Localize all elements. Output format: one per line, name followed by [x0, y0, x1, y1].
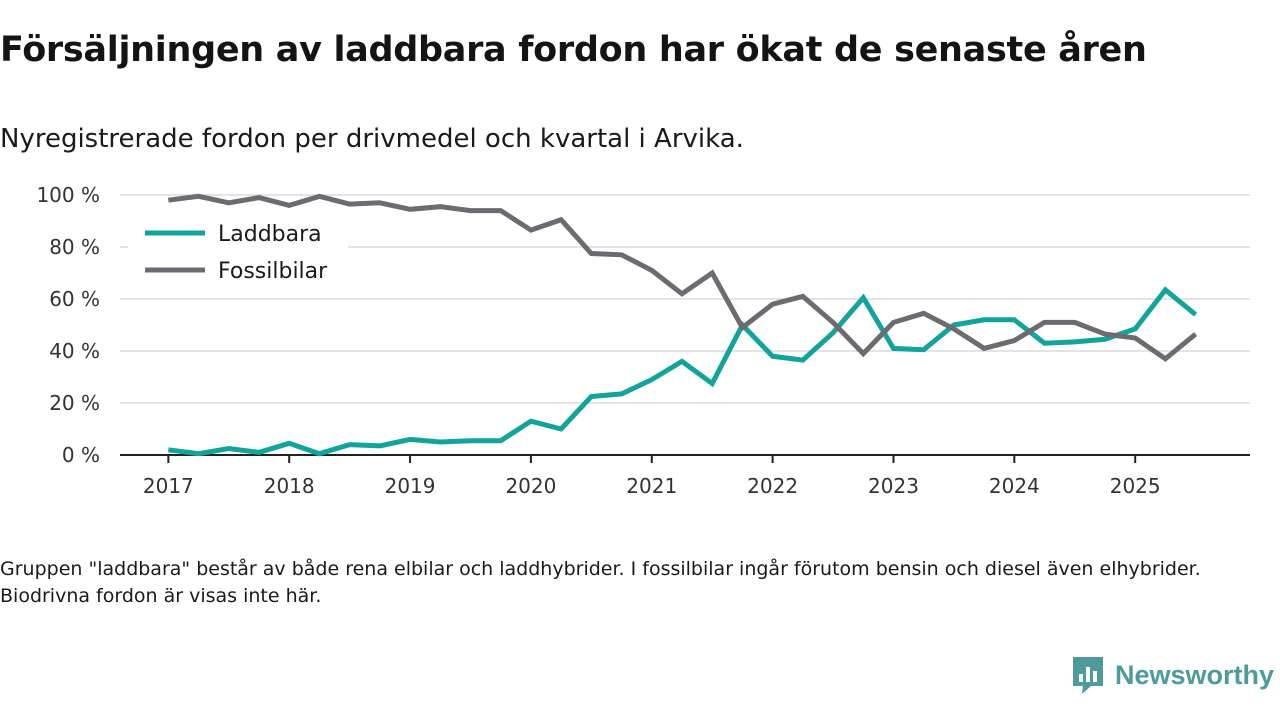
y-tick-label: 100 % — [36, 183, 100, 207]
legend: Laddbara Fossilbilar — [128, 210, 348, 292]
series-lines — [167, 193, 1198, 457]
y-tick-label: 40 % — [49, 339, 100, 363]
x-tick-label: 2017 — [143, 474, 194, 498]
chart-title: Försäljningen av laddbara fordon har öka… — [0, 30, 1147, 70]
x-tick-label: 2018 — [264, 474, 315, 498]
y-tick-label: 80 % — [49, 235, 100, 259]
legend-item-fossilbilar-label: Fossilbilar — [218, 259, 328, 284]
footnote: Gruppen "laddbara" består av både rena e… — [0, 558, 1201, 607]
series-line-laddbara — [167, 286, 1198, 457]
x-tick-label: 2019 — [385, 474, 436, 498]
line-chart: 2017 2018 2019 2020 2021 2022 2023 2024 2025 0 %… — [36, 183, 1250, 498]
x-tick-label: 2022 — [747, 474, 798, 498]
x-tick-label: 2025 — [1110, 474, 1161, 498]
legend-background — [128, 210, 348, 292]
legend-item-laddbara-label: Laddbara — [218, 222, 322, 247]
x-tick-label: 2020 — [505, 474, 556, 498]
y-tick-label: 0 % — [62, 443, 100, 467]
x-tick-label: 2021 — [626, 474, 677, 498]
chart-subtitle: Nyregistrerade fordon per drivmedel och … — [0, 124, 744, 154]
y-axis-labels: 0 % 20 % 40 % 60 % 80 % 100 % — [36, 183, 100, 467]
x-tick-label: 2023 — [868, 474, 919, 498]
x-tick-label: 2024 — [989, 474, 1040, 498]
x-axis: 2017 2018 2019 2020 2021 2022 2023 2024 2025 — [120, 454, 1250, 498]
brand-logo: Newsworthy — [1071, 655, 1274, 695]
series-line-fossilbilar — [167, 193, 1198, 362]
brand-name: Newsworthy — [1114, 659, 1274, 690]
y-tick-label: 20 % — [49, 391, 100, 415]
y-tick-label: 60 % — [49, 287, 100, 311]
newsworthy-logo-icon — [1072, 657, 1103, 694]
